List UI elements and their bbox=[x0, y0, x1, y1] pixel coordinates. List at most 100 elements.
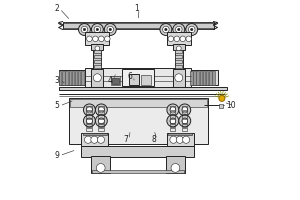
Bar bbox=[182, 119, 187, 123]
Bar bbox=[69, 71, 71, 85]
Circle shape bbox=[180, 36, 186, 42]
Circle shape bbox=[109, 28, 112, 31]
Circle shape bbox=[94, 26, 101, 33]
Circle shape bbox=[168, 36, 174, 42]
Circle shape bbox=[170, 136, 177, 143]
Circle shape bbox=[186, 24, 198, 35]
Bar bbox=[58, 87, 227, 90]
Bar bbox=[92, 170, 184, 173]
Circle shape bbox=[176, 26, 182, 33]
Bar bbox=[94, 70, 101, 73]
Bar bbox=[86, 111, 92, 114]
Circle shape bbox=[83, 28, 86, 31]
Circle shape bbox=[167, 115, 179, 127]
Bar bbox=[182, 133, 187, 136]
Bar bbox=[176, 50, 182, 53]
Circle shape bbox=[91, 136, 98, 143]
Circle shape bbox=[219, 95, 225, 101]
Bar bbox=[63, 22, 214, 29]
Bar bbox=[98, 115, 104, 118]
Bar bbox=[82, 133, 108, 146]
Circle shape bbox=[92, 24, 103, 35]
Bar bbox=[78, 71, 80, 85]
Bar bbox=[166, 156, 185, 173]
Bar bbox=[176, 65, 182, 68]
Bar bbox=[175, 49, 183, 76]
Bar bbox=[70, 99, 207, 107]
Bar bbox=[182, 115, 187, 118]
Bar bbox=[173, 44, 185, 50]
Circle shape bbox=[176, 136, 183, 143]
Circle shape bbox=[173, 24, 185, 35]
Circle shape bbox=[179, 104, 191, 116]
Bar bbox=[86, 133, 92, 136]
Circle shape bbox=[188, 26, 195, 33]
Circle shape bbox=[170, 118, 176, 124]
Bar bbox=[170, 111, 176, 114]
Bar bbox=[86, 106, 92, 110]
Bar bbox=[219, 104, 223, 108]
Circle shape bbox=[183, 136, 190, 143]
Bar bbox=[182, 124, 187, 127]
Bar bbox=[203, 71, 205, 85]
Bar bbox=[141, 75, 151, 85]
Bar bbox=[168, 133, 192, 135]
Text: 3: 3 bbox=[54, 76, 59, 85]
Bar bbox=[176, 60, 182, 63]
Bar bbox=[212, 71, 215, 85]
Bar bbox=[94, 50, 101, 53]
Text: 2: 2 bbox=[54, 4, 59, 13]
Bar bbox=[170, 106, 176, 110]
Circle shape bbox=[174, 36, 180, 42]
Text: 8: 8 bbox=[152, 135, 156, 144]
Text: 5: 5 bbox=[54, 101, 59, 110]
Circle shape bbox=[190, 28, 193, 31]
Circle shape bbox=[163, 26, 169, 33]
Circle shape bbox=[86, 107, 92, 113]
Bar bbox=[182, 128, 187, 131]
Bar bbox=[85, 68, 191, 87]
Bar bbox=[94, 55, 101, 58]
Circle shape bbox=[171, 164, 180, 172]
Bar bbox=[170, 115, 176, 118]
Bar bbox=[92, 44, 103, 50]
Bar bbox=[85, 32, 109, 45]
Circle shape bbox=[86, 118, 92, 124]
Bar bbox=[193, 71, 196, 85]
Bar bbox=[98, 119, 104, 123]
Circle shape bbox=[98, 107, 104, 113]
Circle shape bbox=[176, 46, 181, 51]
Bar bbox=[81, 71, 84, 85]
Bar bbox=[83, 133, 107, 135]
Circle shape bbox=[160, 24, 172, 35]
Bar bbox=[98, 133, 104, 136]
Circle shape bbox=[170, 107, 176, 113]
Text: 1: 1 bbox=[134, 4, 139, 13]
Bar bbox=[62, 71, 64, 85]
Circle shape bbox=[99, 36, 104, 42]
Bar bbox=[170, 124, 176, 127]
Circle shape bbox=[96, 164, 105, 172]
Circle shape bbox=[98, 118, 104, 124]
Bar bbox=[86, 128, 92, 131]
Bar bbox=[94, 65, 101, 68]
Bar bbox=[176, 70, 182, 73]
Bar bbox=[173, 69, 185, 87]
Bar bbox=[206, 71, 208, 85]
Bar bbox=[98, 128, 104, 131]
Bar bbox=[167, 133, 194, 146]
Circle shape bbox=[85, 136, 92, 143]
Bar bbox=[170, 119, 176, 123]
Bar bbox=[190, 71, 193, 85]
Circle shape bbox=[83, 104, 95, 116]
Bar bbox=[182, 111, 187, 114]
Circle shape bbox=[81, 26, 88, 33]
Circle shape bbox=[95, 104, 107, 116]
Circle shape bbox=[79, 24, 90, 35]
Bar bbox=[167, 32, 191, 45]
Circle shape bbox=[182, 107, 188, 113]
Circle shape bbox=[95, 46, 100, 51]
Bar bbox=[58, 70, 86, 85]
Bar bbox=[122, 69, 154, 86]
Bar bbox=[190, 70, 218, 85]
